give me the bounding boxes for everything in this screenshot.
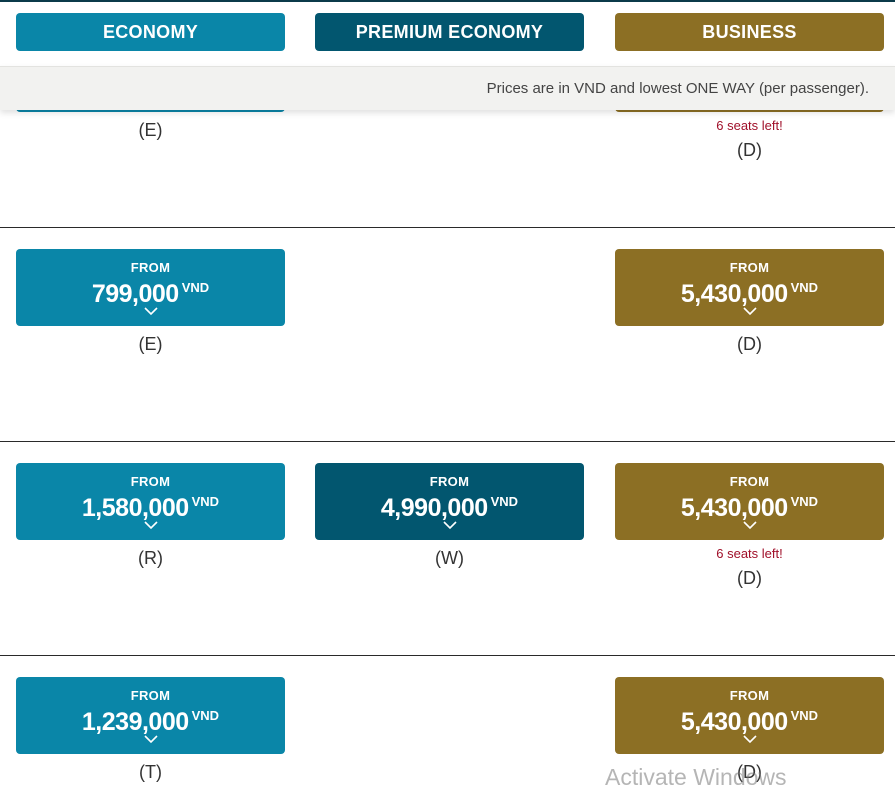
business-booking-class: (D)	[737, 334, 762, 354]
chevron-down-icon	[442, 521, 457, 530]
fare-from-label: FROM	[729, 260, 770, 275]
fare-from-label: FROM	[429, 474, 470, 489]
fare-from-label: FROM	[729, 688, 770, 703]
fare-amount: 1,580,000	[81, 494, 189, 522]
fare-price: 1,580,000 VND	[16, 494, 285, 523]
economy-booking-class: (R)	[138, 548, 163, 568]
fare-amount: 5,430,000	[680, 494, 788, 522]
chevron-down-icon	[143, 735, 158, 744]
fare-amount: 799,000	[91, 280, 179, 308]
row-divider	[0, 227, 895, 228]
fare-currency: VND	[191, 708, 220, 723]
tab-premium-economy[interactable]: PREMIUM ECONOMY	[315, 13, 584, 51]
economy-booking-class: (T)	[139, 762, 162, 782]
business-booking-class: (D)	[737, 762, 762, 782]
fare-from-label: FROM	[130, 688, 171, 703]
business-fare-button[interactable]: FROM 5,430,000 VND	[615, 677, 884, 754]
fare-currency: VND	[790, 494, 819, 509]
premium-economy-fare-button[interactable]: FROM 4,990,000 VND	[315, 463, 584, 540]
fare-currency: VND	[181, 280, 210, 295]
chevron-down-icon	[143, 307, 158, 316]
row-divider	[0, 441, 895, 442]
fare-currency: VND	[790, 280, 819, 295]
economy-fare-button[interactable]: FROM 1,580,000 VND	[16, 463, 285, 540]
top-border	[0, 0, 895, 2]
business-seats-left: 6 seats left!	[716, 118, 783, 133]
economy-fare-button[interactable]: FROM 1,239,000 VND	[16, 677, 285, 754]
fare-currency: VND	[790, 708, 819, 723]
activate-windows-watermark: Activate Windows	[605, 764, 787, 790]
fare-amount: 1,239,000	[81, 708, 189, 736]
chevron-down-icon	[143, 521, 158, 530]
fare-price: 4,990,000 VND	[315, 494, 584, 523]
fare-amount: 5,430,000	[680, 280, 788, 308]
fare-price: 5,430,000 VND	[615, 494, 884, 523]
business-seats-left: 6 seats left!	[716, 546, 783, 561]
economy-fare-button[interactable]: FROM 799,000 VND	[16, 249, 285, 326]
business-booking-class: (D)	[737, 568, 762, 588]
fare-amount: 4,990,000	[380, 494, 488, 522]
economy-booking-class: (E)	[138, 334, 163, 354]
row-divider	[0, 655, 895, 656]
fare-currency: VND	[191, 494, 220, 509]
business-fare-button[interactable]: FROM 5,430,000 VND	[615, 463, 884, 540]
chevron-down-icon	[742, 521, 757, 530]
tab-economy[interactable]: ECONOMY	[16, 13, 285, 51]
price-notice-bar: Prices are in VND and lowest ONE WAY (pe…	[0, 66, 895, 110]
price-notice-text: Prices are in VND and lowest ONE WAY (pe…	[486, 80, 869, 97]
fare-currency: VND	[490, 494, 519, 509]
chevron-down-icon	[742, 307, 757, 316]
fare-from-label: FROM	[130, 474, 171, 489]
fare-from-label: FROM	[729, 474, 770, 489]
economy-booking-class: (E)	[138, 120, 163, 140]
fare-price: 799,000 VND	[16, 280, 285, 309]
tab-business[interactable]: BUSINESS	[615, 13, 884, 51]
fare-price: 1,239,000 VND	[16, 708, 285, 737]
fare-price: 5,430,000 VND	[615, 708, 884, 737]
fare-price: 5,430,000 VND	[615, 280, 884, 309]
business-booking-class: (D)	[737, 140, 762, 160]
fare-amount: 5,430,000	[680, 708, 788, 736]
fare-from-label: FROM	[130, 260, 171, 275]
business-fare-button[interactable]: FROM 5,430,000 VND	[615, 249, 884, 326]
chevron-down-icon	[742, 735, 757, 744]
premium-economy-booking-class: (W)	[435, 548, 464, 568]
